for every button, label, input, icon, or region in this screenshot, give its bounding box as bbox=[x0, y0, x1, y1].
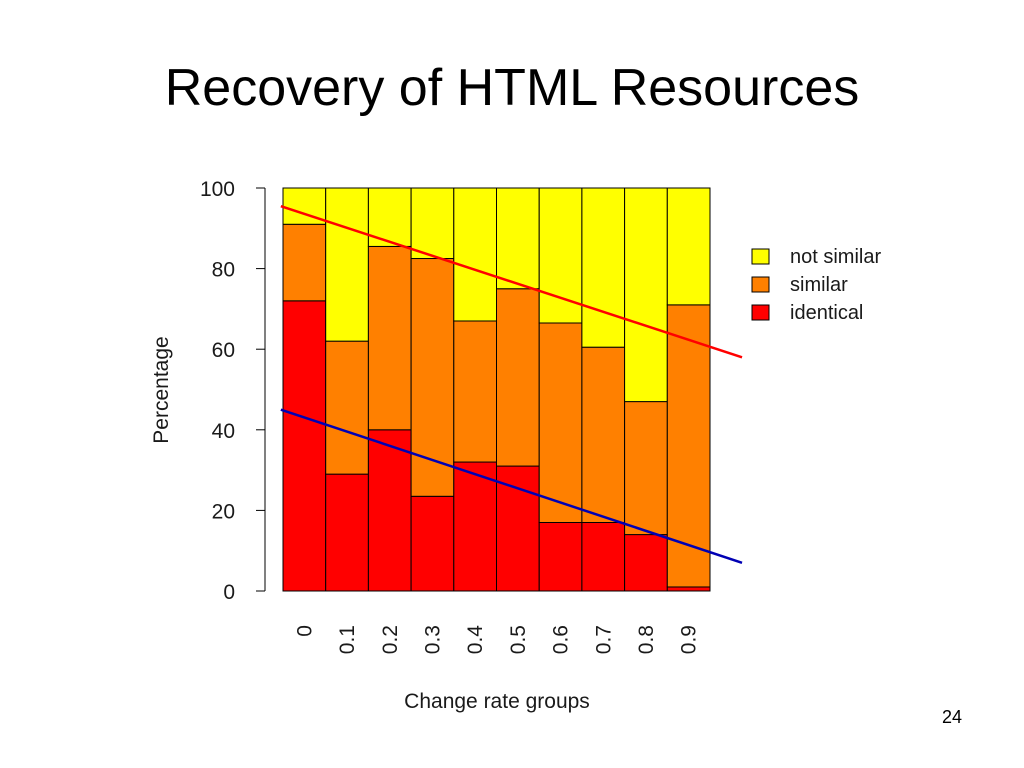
x-tick-label: 0.7 bbox=[592, 625, 615, 654]
x-tick-label: 0.4 bbox=[464, 625, 487, 655]
bar-segment-not-similar bbox=[581, 187, 626, 348]
x-tick-label: 0.1 bbox=[336, 625, 359, 654]
y-axis-label: Percentage bbox=[150, 336, 173, 443]
x-tick-label: 0.8 bbox=[635, 625, 658, 654]
page-number: 24 bbox=[941, 707, 962, 727]
x-axis-label: Change rate groups bbox=[404, 690, 590, 713]
trend-line bbox=[280, 408, 743, 564]
bar-segment-similar bbox=[453, 320, 497, 463]
bar-segment-identical bbox=[666, 586, 711, 592]
y-axis: 0 20 40 60 80 100 bbox=[200, 178, 266, 604]
bar-segment-identical bbox=[453, 461, 497, 592]
y-tick-label: 100 bbox=[200, 178, 235, 201]
bar-segment-not-similar bbox=[453, 187, 497, 322]
bar-segment-not-similar bbox=[496, 187, 540, 290]
legend-label: similar bbox=[790, 274, 848, 296]
bar-segment-identical bbox=[367, 429, 412, 592]
x-tick-label: 0.9 bbox=[678, 625, 701, 654]
bar-segment-identical bbox=[496, 465, 540, 592]
bar-segment-not-similar bbox=[410, 187, 455, 260]
legend-label: not similar bbox=[790, 246, 881, 268]
trend-lines bbox=[280, 204, 743, 564]
bar-segment-similar bbox=[581, 346, 626, 523]
bar-segment-identical bbox=[538, 521, 583, 592]
x-tick-label: 0.2 bbox=[379, 625, 402, 654]
bar-segment-similar bbox=[496, 288, 540, 467]
bar-segment-similar bbox=[538, 322, 583, 523]
bar-segment-identical bbox=[624, 534, 668, 592]
y-tick-label: 40 bbox=[212, 420, 235, 443]
bar-segment-similar bbox=[410, 258, 455, 497]
bar-segment-similar bbox=[282, 223, 327, 302]
legend-swatch bbox=[751, 248, 770, 265]
legend-swatch bbox=[751, 304, 770, 321]
bar-segment-identical bbox=[282, 300, 327, 592]
chart-bars bbox=[282, 187, 711, 592]
slide-title: Recovery of HTML Resources bbox=[164, 59, 860, 117]
bar-segment-not-similar bbox=[325, 187, 369, 342]
bar-segment-identical bbox=[581, 521, 626, 592]
bar-segment-similar bbox=[367, 245, 412, 431]
bar-segment-identical bbox=[410, 495, 455, 592]
legend-swatch bbox=[751, 276, 770, 293]
y-tick-label: 20 bbox=[212, 500, 235, 523]
y-tick-label: 60 bbox=[212, 339, 235, 362]
bar-segment-similar bbox=[624, 401, 668, 536]
y-tick-label: 80 bbox=[212, 259, 235, 282]
bar-segment-identical bbox=[325, 473, 369, 592]
legend: not similar similar identical bbox=[751, 246, 881, 324]
bar-segment-not-similar bbox=[538, 187, 583, 324]
legend-label: identical bbox=[790, 302, 863, 324]
x-tick-label: 0.3 bbox=[421, 625, 444, 654]
bar-segment-similar bbox=[325, 340, 369, 475]
x-tick-label: 0 bbox=[293, 625, 316, 637]
x-tick-label: 0.5 bbox=[507, 625, 530, 654]
y-tick-label: 0 bbox=[223, 581, 235, 604]
bar-segment-not-similar bbox=[666, 187, 711, 306]
bar-segment-not-similar bbox=[624, 187, 668, 403]
x-axis-tick-labels: 0 0.1 0.2 0.3 0.4 0.5 0.6 0.7 0.8 0.9 bbox=[293, 625, 700, 655]
trend-line bbox=[280, 204, 743, 359]
x-tick-label: 0.6 bbox=[550, 625, 573, 654]
